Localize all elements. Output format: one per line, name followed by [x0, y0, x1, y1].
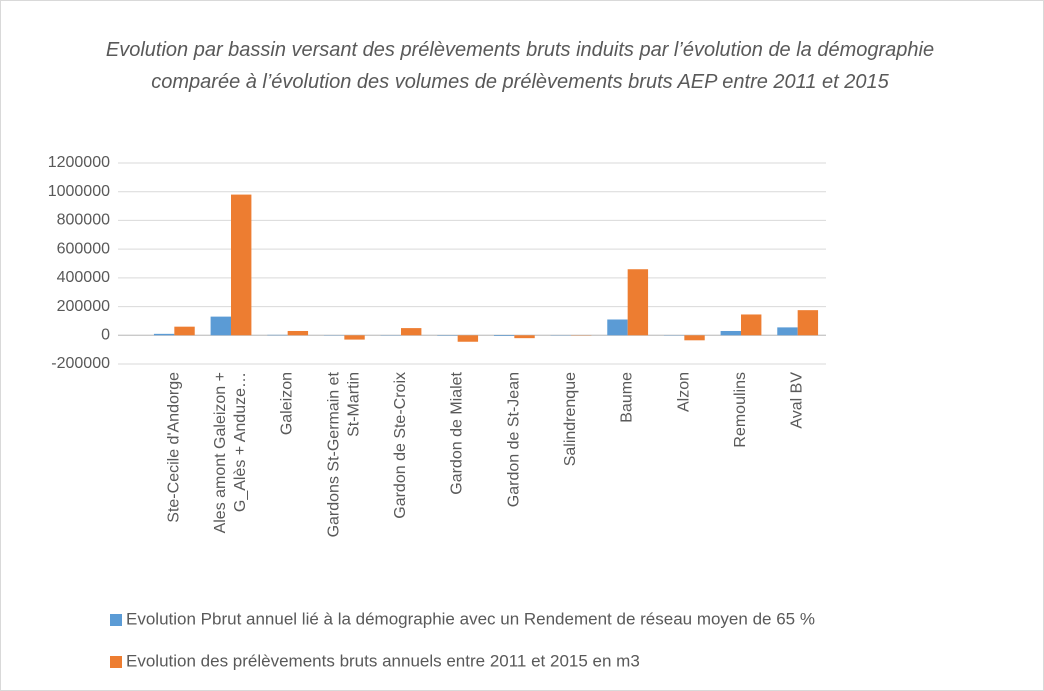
- x-tick-label: Ales amont Galeizon + G_Alès + Anduze…: [212, 372, 249, 534]
- x-tick-label: Remoulins: [732, 372, 749, 448]
- bar: [210, 316, 231, 336]
- x-label-box: Aval BV: [788, 372, 806, 429]
- x-label-box: Remoulins: [732, 372, 749, 448]
- x-label-box: Galeizon: [278, 372, 296, 436]
- bar: [344, 335, 365, 340]
- bar: [174, 326, 195, 336]
- bar: [720, 330, 741, 336]
- bar: [741, 314, 762, 336]
- x-tick-label: Gardon de St-Jean: [505, 372, 523, 508]
- x-tick-label: Aval BV: [788, 372, 806, 429]
- bar: [777, 327, 798, 336]
- bar: [287, 330, 309, 336]
- legend-swatch: [110, 614, 122, 626]
- x-tick-label: Gardon de Ste-Croix: [392, 372, 409, 519]
- bar: [153, 333, 175, 336]
- x-tick-label: Ste-Cecile d'Andorge: [165, 372, 183, 523]
- legend-label: Evolution Pbrut annuel lié à la démograp…: [126, 609, 815, 628]
- bar: [607, 319, 628, 336]
- y-tick-label: 1200000: [48, 154, 110, 171]
- x-tick-label: Baume: [618, 372, 636, 423]
- title-box: Evolution par bassin versant des prélève…: [105, 39, 935, 93]
- bar: [401, 328, 422, 336]
- x-label-box: Baume: [618, 372, 636, 423]
- x-tick-label: Salindrenque: [562, 372, 579, 467]
- x-tick-label: Gardons St-Germain et St-Martin: [325, 372, 363, 538]
- x-label-box: Gardon de St-Jean: [505, 372, 523, 508]
- y-tick-label: 200000: [57, 298, 110, 315]
- x-tick-label: Galeizon: [278, 372, 296, 436]
- legend-label: Evolution des prélèvements bruts annuels…: [126, 651, 640, 670]
- y-tick-label: 600000: [57, 240, 110, 257]
- x-label-box: Alzon: [675, 372, 693, 413]
- chart-title: Evolution par bassin versant des prélève…: [105, 39, 935, 93]
- x-label-box: Gardon de Ste-Croix: [392, 372, 409, 519]
- y-tick-label: 1000000: [48, 183, 110, 200]
- bar: [797, 310, 819, 336]
- legend-swatch: [110, 656, 122, 668]
- bar: [627, 269, 649, 336]
- x-label-box: Ste-Cecile d'Andorge: [165, 372, 183, 523]
- y-tick-label: 800000: [57, 212, 110, 229]
- x-tick-label: Alzon: [675, 372, 693, 413]
- bar: [493, 335, 515, 337]
- y-tick-label: -200000: [51, 355, 110, 372]
- x-label-box: Gardons St-Germain et St-Martin: [325, 372, 363, 538]
- x-label-box: Ales amont Galeizon + G_Alès + Anduze…: [212, 372, 249, 534]
- x-label-box: Gardon de Mialet: [448, 372, 466, 495]
- x-label-box: Salindrenque: [562, 372, 579, 467]
- y-tick-label: 400000: [57, 269, 110, 286]
- bar: [231, 194, 252, 336]
- bar: [684, 335, 705, 341]
- bar: [514, 335, 535, 339]
- y-tick-label: 0: [101, 327, 110, 344]
- bar: [457, 335, 479, 342]
- x-tick-label: Gardon de Mialet: [448, 372, 466, 495]
